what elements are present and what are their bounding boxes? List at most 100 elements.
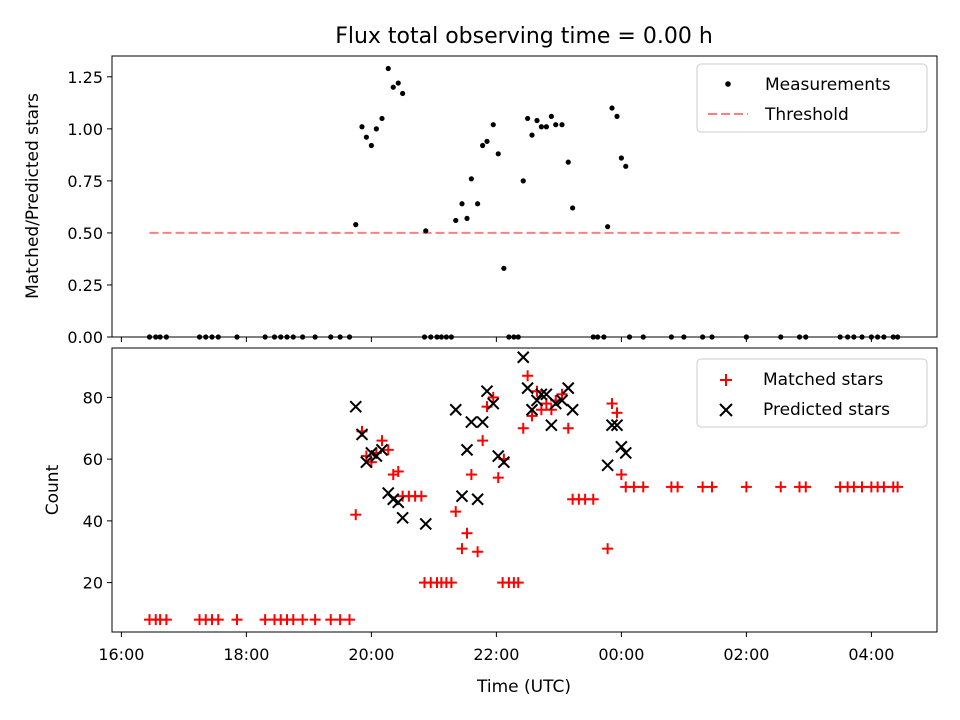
matched-star-point [376,435,388,447]
predicted-star-point [535,388,548,401]
measurement-point [614,113,620,119]
predicted-star-point [555,394,569,407]
measurement-point [881,334,887,340]
matched-star-point [297,614,309,626]
measurement-point [346,334,353,340]
y-tick-label: 0.75 [67,172,103,191]
matched-star-point [445,577,457,589]
top-legend: Measurements Threshold [696,63,928,133]
legend-measurements-label: Measurements [765,75,891,95]
measurement-point [468,176,474,182]
predicted-star-point [455,489,469,503]
matched-star-point [562,422,574,434]
measurement-point [464,215,470,221]
measurement-point [681,334,687,340]
bottom-points [144,351,904,626]
measurement-point [153,334,159,340]
measurement-point [511,334,517,340]
y-tick-label: 40 [83,512,103,531]
measurement-point [851,334,857,340]
measurement-point [565,159,571,165]
predicted-star-point [487,397,500,410]
measurement-point [538,124,544,130]
top-x-ticks [120,337,872,342]
measurement-point [395,80,401,86]
measurement-point [448,334,454,340]
measurement-point [484,138,490,144]
predicted-star-point [562,381,575,395]
x-tick-label: 16:00 [98,645,144,664]
predicted-star-point [566,403,579,416]
matched-star-point [477,435,489,447]
measurement-point [428,334,434,340]
measurement-point [895,334,901,340]
measurement-point [368,142,374,149]
legend-threshold-label: Threshold [764,105,849,125]
predicted-star-point [497,456,511,469]
measurement-point [570,205,576,211]
predicted-star-point [465,415,478,429]
predicted-star-point [610,418,624,432]
measurement-point [559,122,565,128]
measurement-point [618,155,624,161]
x-tick-label: 00:00 [598,645,644,664]
bottom-subplot: 20 40 60 80 16:00 18:00 20:00 22:00 00:00 02:00 0… [43,347,938,697]
measurement-point [353,222,359,228]
measurement-point [284,334,290,340]
measurement-point [534,117,540,124]
measurement-point [859,334,865,340]
predicted-star-point [619,446,632,460]
predicted-star-point [517,351,530,364]
x-axis-label: Time (UTC) [476,677,571,697]
measurement-point [215,334,221,340]
matched-star-point [628,481,640,493]
matched-star-point [461,527,473,539]
legend-matched-marker [720,374,732,386]
y-tick-label: 0.00 [67,328,103,347]
measurement-point [778,334,784,340]
measurement-point [743,334,749,340]
matched-star-point [606,398,618,410]
predicted-star-point [449,403,462,416]
measurement-point [421,334,428,340]
legend-matched-label: Matched stars [763,370,883,390]
y-tick-label: 1.00 [67,120,103,139]
x-tick-label: 20:00 [348,645,394,664]
predicted-star-point [471,493,484,506]
y-tick-label: 0.25 [67,276,103,295]
measurement-point [379,115,385,122]
measurement-point [803,334,809,340]
measurement-point [543,124,549,130]
measurement-point [609,105,615,111]
y-tick-label: 0.50 [67,224,103,243]
measurement-point [196,334,203,340]
measurement-point [312,334,318,340]
predicted-star-point [601,459,614,472]
matched-star-point [706,481,718,493]
measurement-point [709,334,715,340]
measurement-point [501,265,507,271]
predicted-star-point [545,418,558,432]
measurement-point [157,334,163,340]
matched-star-point [556,388,568,400]
matched-star-point [287,614,299,626]
bottom-plot-frame [111,347,938,633]
matched-star-point [344,614,355,626]
matched-star-point [382,444,394,456]
measurement-point [875,334,881,340]
y-tick-label: 80 [83,388,103,407]
matched-star-point [775,481,787,493]
top-subplot: Flux total observing time = 0.00 h 0.00 0… [23,24,938,347]
measurement-point [373,126,379,132]
top-plot-frame [111,55,938,338]
measurement-point [529,132,535,138]
matched-star-point [160,614,172,626]
matched-star-point [465,469,477,481]
x-tick-label: 02:00 [723,645,769,664]
legend-predicted-marker [719,403,733,417]
matched-star-point [545,404,557,416]
bottom-x-ticks: 16:00 18:00 20:00 22:00 00:00 02:00 04:00 [98,632,894,664]
top-chart-title: Flux total observing time = 0.00 h [335,24,713,49]
measurement-point [548,113,554,119]
